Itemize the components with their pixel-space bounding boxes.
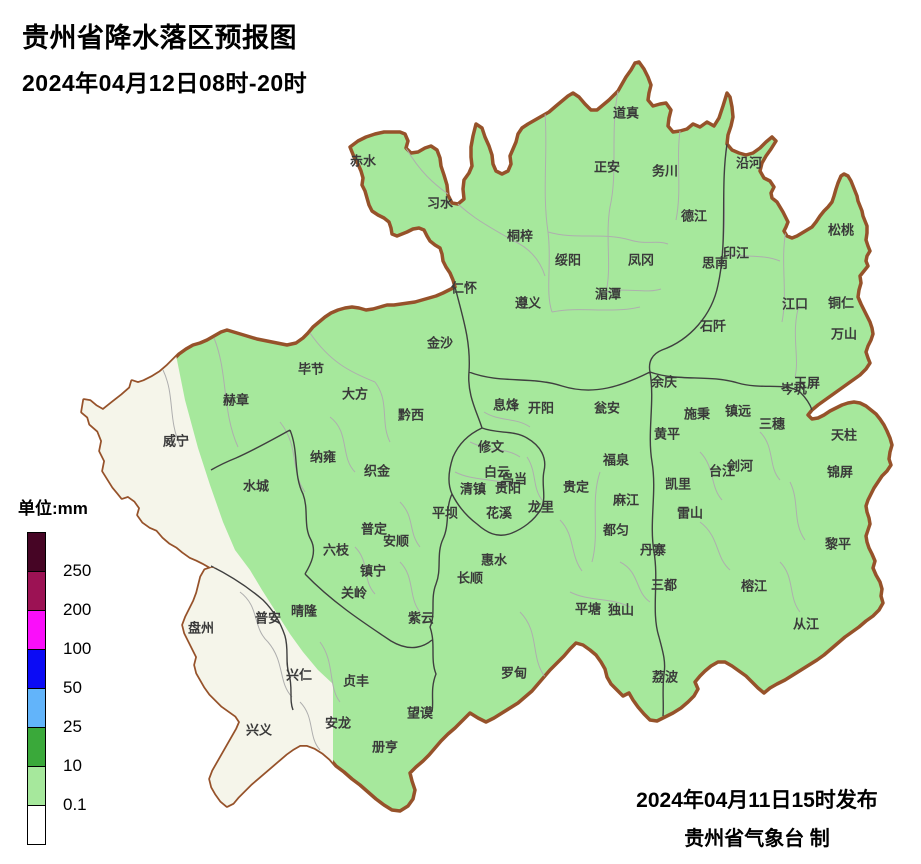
legend-level-label: 25 (63, 717, 82, 736)
legend-level-label: 250 (63, 561, 92, 580)
prefecture-borders (210, 143, 813, 717)
page-title: 贵州省降水落区预报图 (22, 23, 297, 53)
page-subtitle: 2024年04月12日08时-20时 (22, 70, 308, 96)
county-borders (162, 90, 806, 751)
legend-level-label: 50 (63, 678, 82, 697)
legend-swatch (28, 611, 45, 650)
legend-level-label: 10 (63, 756, 82, 775)
legend-swatch (28, 572, 45, 611)
legend-swatches (27, 532, 46, 845)
issued-text: 2024年04月11日15时发布 (636, 789, 878, 812)
legend-level-label: 200 (63, 600, 92, 619)
legend-swatch (28, 689, 45, 728)
legend-swatch (28, 728, 45, 767)
legend-swatch (28, 806, 45, 844)
province-shape (80, 60, 894, 813)
legend-level-label: 0.1 (63, 795, 87, 814)
legend-level-label: 100 (63, 639, 92, 658)
footer: 2024年04月11日15时发布 贵州省气象台 制 (597, 784, 917, 851)
producer-text: 贵州省气象台 制 (684, 828, 830, 850)
legend-swatch (28, 650, 45, 689)
header: 贵州省降水落区预报图 2024年04月12日08时-20时 (22, 16, 307, 98)
legend-unit-label: 单位:mm (18, 499, 88, 518)
legend-swatch (28, 767, 45, 806)
legend: 单位:mm 250 200 100 50 25 10 0.1 (18, 494, 92, 845)
legend-swatch (28, 533, 45, 572)
